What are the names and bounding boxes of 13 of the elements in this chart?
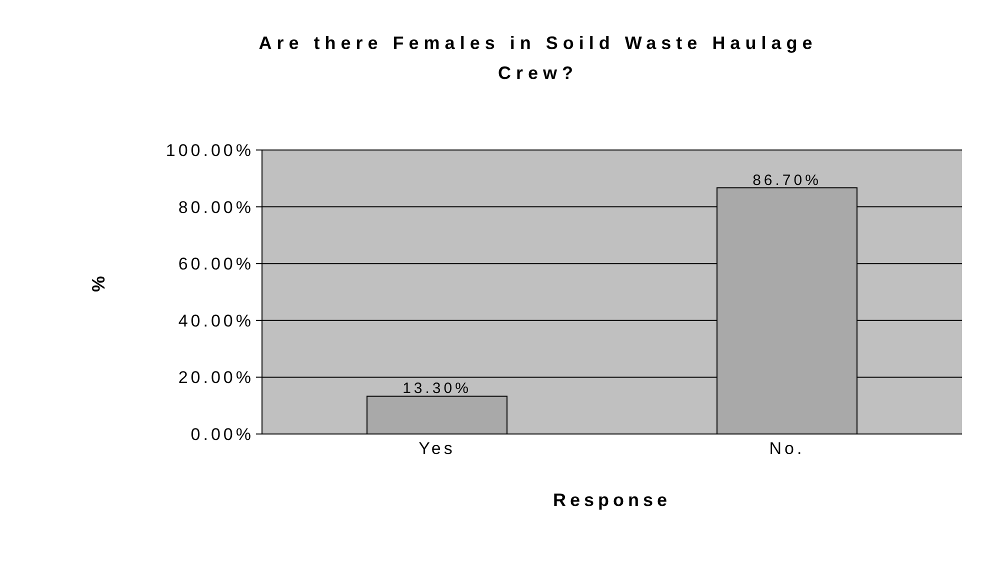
x-tick-label: Yes (418, 439, 456, 458)
x-tick-label: No. (769, 439, 805, 458)
y-tick-label: 80.00% (178, 198, 254, 217)
y-tick-label: 40.00% (178, 311, 254, 330)
chart-title: Are there Females in Soild Waste Haulage Crew? (258, 32, 818, 85)
data-label: 13.30% (402, 380, 472, 398)
y-tick-label: 20.00% (178, 368, 254, 388)
y-tick-label: 100.00% (166, 141, 254, 160)
y-tick-label: 0.00% (190, 425, 254, 444)
y-axis-title: % (88, 276, 108, 292)
y-tick-label: 60.00% (178, 254, 254, 274)
x-axis-title: Response (552, 490, 672, 510)
data-label: 86.70% (752, 172, 822, 189)
